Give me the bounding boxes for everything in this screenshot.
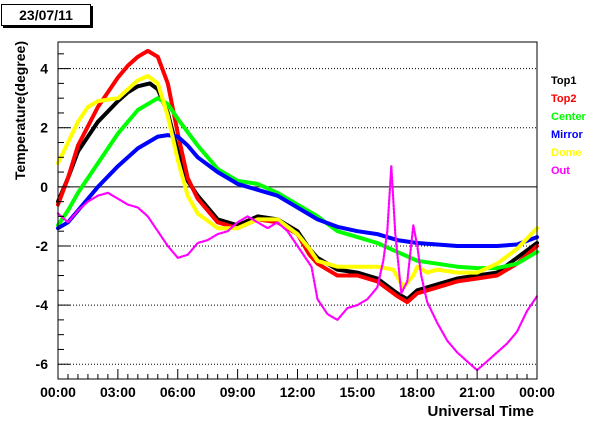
y-tick-label: -2 <box>36 238 49 254</box>
grid-layer <box>58 68 537 365</box>
x-tick-label: 03:00 <box>100 384 136 400</box>
y-tick-label: 4 <box>40 61 48 77</box>
y-tick-label: -4 <box>36 297 49 313</box>
y-tick-label: 0 <box>40 179 48 195</box>
x-tick-label: 00:00 <box>40 384 76 400</box>
date-label: 23/07/11 <box>1 4 91 26</box>
series-line-mirror <box>56 133 539 248</box>
x-tick-label: 09:00 <box>220 384 256 400</box>
x-tick-label: 18:00 <box>399 384 435 400</box>
x-tick-label: 15:00 <box>339 384 375 400</box>
legend-entry-out: Out <box>551 165 570 177</box>
y-tick-label: 2 <box>40 120 48 136</box>
x-tick-label: 21:00 <box>459 384 495 400</box>
series-line-dome <box>56 74 539 290</box>
legend-entry-mirror: Mirror <box>551 129 584 141</box>
legend-entry-top2: Top2 <box>551 93 576 105</box>
series-line-center <box>56 96 539 271</box>
x-tick-label: 12:00 <box>280 384 316 400</box>
x-axis-label: Universal Time <box>428 403 534 420</box>
x-tick-label: 06:00 <box>160 384 196 400</box>
legend-entry-dome: Dome <box>551 147 582 159</box>
series-layer <box>56 48 539 372</box>
legend: Top1 Top2 Center Mirror Dome Out <box>551 75 587 177</box>
axis-layer: -6 -4 -2 0 2 4 00:00 03:00 06:00 09:00 12:00 15:00 1… <box>36 53 555 400</box>
legend-entry-center: Center <box>551 111 587 123</box>
y-tick-label: -6 <box>36 356 49 372</box>
x-tick-label: 00:00 <box>519 384 555 400</box>
series-line-out <box>56 165 539 372</box>
y-axis-label: Temperature(degree) <box>12 41 28 180</box>
legend-entry-top1: Top1 <box>551 75 576 87</box>
